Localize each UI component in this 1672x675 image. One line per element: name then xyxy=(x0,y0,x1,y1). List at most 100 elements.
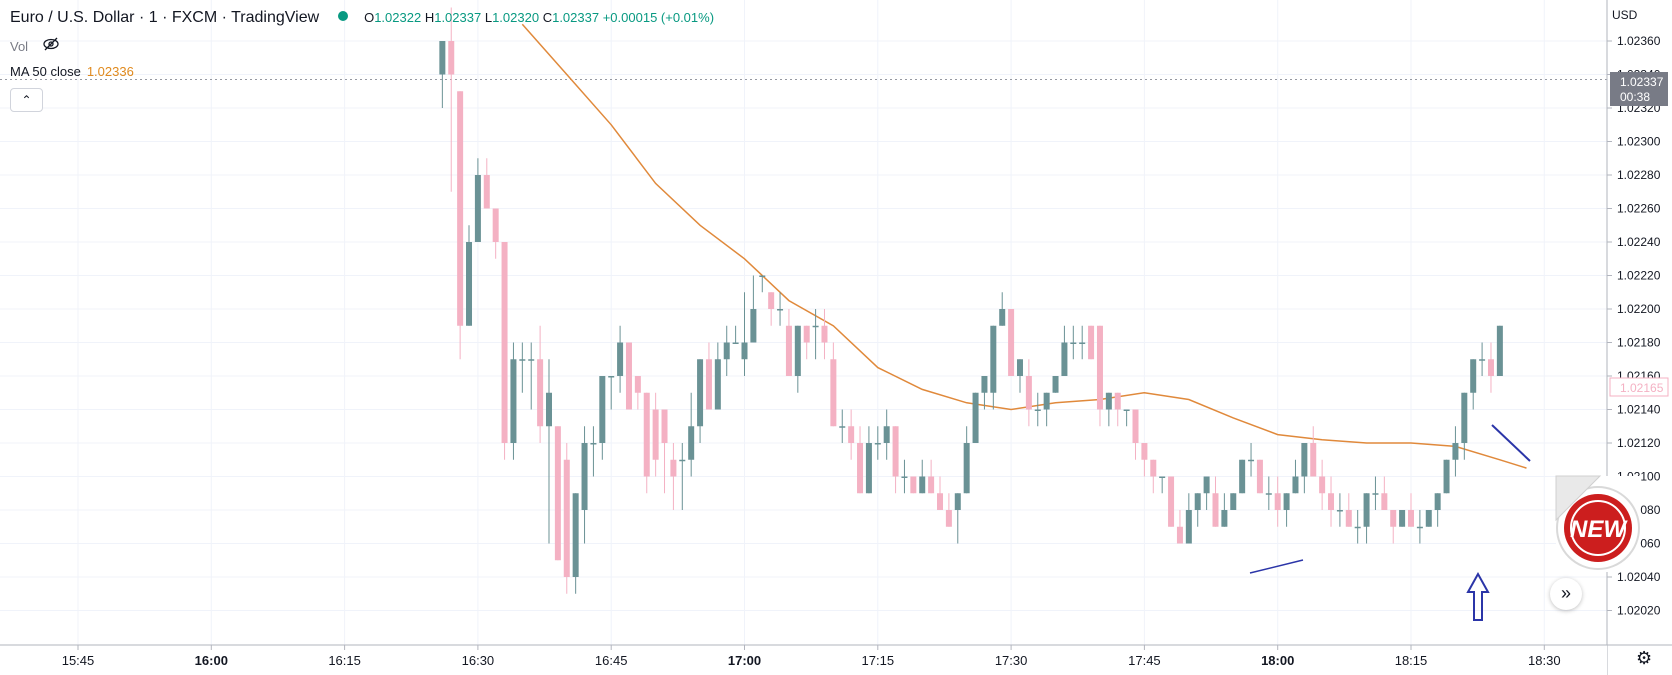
time-tick-label: 18:00 xyxy=(1261,653,1294,668)
ma-legend[interactable]: MA 50 close 1.02336 xyxy=(10,64,134,79)
candle xyxy=(572,493,579,594)
volume-legend[interactable]: Vol xyxy=(10,37,60,54)
vol-label[interactable]: Vol xyxy=(10,39,29,54)
candle xyxy=(554,426,561,561)
candle xyxy=(910,476,917,494)
candle-body xyxy=(1203,476,1210,494)
platform: TradingView xyxy=(231,9,320,26)
candle-body xyxy=(1310,443,1317,477)
candle xyxy=(1150,459,1157,494)
double-chevron-right-icon: » xyxy=(1560,583,1571,603)
candle-body xyxy=(865,443,872,494)
candle-body xyxy=(768,292,775,309)
price-tick-label: 1.02280 xyxy=(1617,168,1661,182)
candle-body xyxy=(634,376,641,393)
symbol-name[interactable]: Euro / U.S. Dollar xyxy=(10,9,135,26)
candle xyxy=(990,325,997,410)
candle-body xyxy=(972,392,979,443)
price-tick-label: 1.02220 xyxy=(1617,269,1661,283)
candle-body xyxy=(670,459,677,477)
time-scale[interactable]: 15:45 16:00 16:15 16:30 16:45 17:00 17:15 17:30… xyxy=(62,645,1561,668)
candle-body xyxy=(617,342,624,376)
pullback-trendline xyxy=(1491,424,1531,462)
candle-body xyxy=(1372,493,1379,495)
candle xyxy=(1301,443,1308,494)
candle xyxy=(1363,493,1370,544)
close-value: 1.02337 xyxy=(552,10,600,25)
ma-label[interactable]: MA 50 close xyxy=(10,64,81,79)
candle xyxy=(448,7,455,192)
change-value: +0.00015 (+0.01%) xyxy=(602,10,715,25)
symbol-legend[interactable]: Euro / U.S. Dollar · 1 · FXCM · TradingV… xyxy=(10,9,714,27)
candle-body xyxy=(1088,325,1095,360)
candle-body xyxy=(501,242,508,443)
price-tick-label: 1.02140 xyxy=(1617,403,1661,417)
time-tick-label: 17:45 xyxy=(1128,653,1161,668)
candle xyxy=(1079,325,1086,360)
candle-body xyxy=(1479,359,1486,361)
candle-body xyxy=(1168,476,1175,527)
candle xyxy=(466,225,473,326)
candle xyxy=(563,443,570,594)
candle xyxy=(1088,325,1095,360)
candle xyxy=(599,376,606,460)
candle-body xyxy=(1096,325,1103,410)
candle-body xyxy=(741,342,748,360)
candle xyxy=(830,342,837,427)
broker: FXCM xyxy=(171,9,218,26)
last-price-label: 1.02337 xyxy=(1620,75,1664,89)
candle xyxy=(457,91,464,360)
candle xyxy=(1328,476,1335,527)
candle-body xyxy=(1496,325,1503,376)
candle xyxy=(1399,510,1406,527)
candle xyxy=(510,342,517,460)
candle-body xyxy=(990,325,997,393)
candle xyxy=(1265,476,1272,510)
candle-body xyxy=(1221,510,1228,527)
candle xyxy=(1043,392,1050,427)
candle-body xyxy=(928,476,935,494)
open-value: 1.02322 xyxy=(374,10,422,25)
interval[interactable]: 1 xyxy=(148,9,158,26)
time-tick-label: 16:30 xyxy=(462,653,495,668)
collapse-legend-button[interactable]: ⌃ xyxy=(10,88,43,112)
candle-body xyxy=(999,309,1006,326)
last-price-tag xyxy=(1610,72,1668,106)
candle xyxy=(1034,392,1041,427)
candle xyxy=(1016,359,1023,393)
time-tick-label: 18:15 xyxy=(1395,653,1428,668)
candle-body xyxy=(732,342,739,344)
candle xyxy=(1310,426,1317,477)
time-tick-label: 15:45 xyxy=(62,653,95,668)
eye-off-icon[interactable] xyxy=(42,37,60,54)
scroll-to-realtime-button[interactable]: » xyxy=(1550,578,1582,610)
candle xyxy=(919,459,926,494)
candle-body xyxy=(937,493,944,510)
candle-body xyxy=(625,342,632,410)
candle-body xyxy=(492,208,499,242)
candle-body xyxy=(892,426,899,477)
candle-body xyxy=(643,392,650,477)
candle-body xyxy=(803,325,810,343)
candle xyxy=(474,158,481,242)
candle xyxy=(768,292,775,326)
gear-icon[interactable]: ⚙ xyxy=(1636,648,1653,668)
candle xyxy=(1461,392,1468,460)
candle xyxy=(697,359,704,443)
candle-body xyxy=(1470,359,1477,393)
candle-body xyxy=(1159,476,1166,478)
candle-body xyxy=(1230,493,1237,510)
candle xyxy=(1390,510,1397,544)
separator: · xyxy=(162,9,168,26)
price-tick-label: 1.02120 xyxy=(1617,436,1661,450)
currency-label[interactable]: USD xyxy=(1612,8,1638,22)
candle-body xyxy=(590,443,597,445)
candle-body xyxy=(857,443,864,494)
price-tick-label: 1.02040 xyxy=(1617,570,1661,584)
candle-body xyxy=(1079,342,1086,344)
candle-body xyxy=(954,493,961,510)
price-tick-label: 1.02300 xyxy=(1617,135,1661,149)
candle-body xyxy=(910,476,917,494)
new-badge-text: NEW xyxy=(1570,516,1628,543)
